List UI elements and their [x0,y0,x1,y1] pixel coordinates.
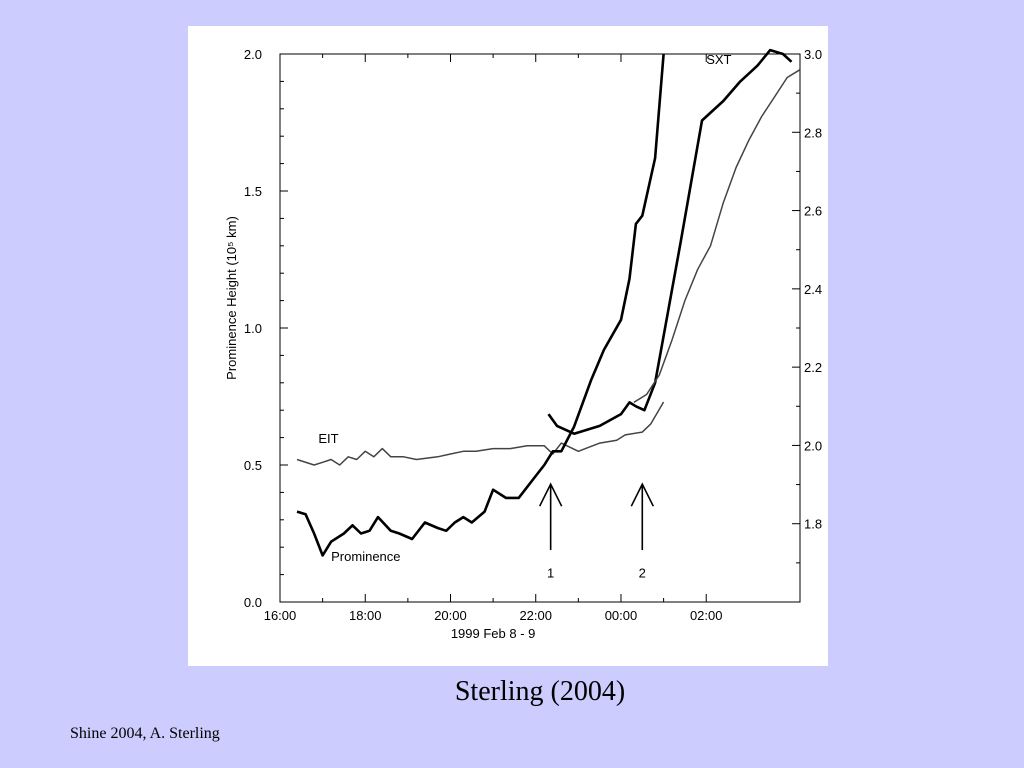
x-tick-label: 00:00 [605,608,638,623]
series-eit-line [296,401,665,466]
series-sxt-line [547,48,793,436]
y-left-tick-label: 0.5 [244,458,262,473]
x-tick-label: 02:00 [690,608,723,623]
event-arrow-head [538,482,563,507]
x-tick-label: 16:00 [264,608,297,623]
event-arrow-label: 2 [639,565,646,580]
series-3-line [633,69,801,404]
y-right-tick-label: 2.2 [804,360,822,375]
y-left-tick-label: 1.0 [244,321,262,336]
prominence-series-label: Prominence [331,549,400,564]
figure-panel: 16:00 18:00 20:00 22:00 00:00 02:00 1999 Feb 8… [188,26,828,666]
plot-frame [279,53,801,603]
x-axis-label: 1999 Feb 8 - 9 [451,626,536,641]
slide-footer: Shine 2004, A. Sterling [70,725,220,742]
y-right-tick-label: 2.4 [804,282,822,297]
y-left-axis-label: Prominence Height (10⁵ km) [224,216,239,380]
series-prominence-line [296,53,665,557]
y-right-tick-label: 3.0 [804,47,822,62]
event-arrow-label: 1 [547,565,554,580]
x-tick-label: 20:00 [434,608,467,623]
sxt-series-label: SXT [706,52,731,67]
y-right-tick-label: 2.6 [804,204,822,219]
y-left-tick-label: 0.0 [244,595,262,610]
x-tick-label: 18:00 [349,608,382,623]
figure-caption: Sterling (2004) [454,676,626,707]
y-right-tick-label: 2.0 [804,438,822,453]
y-right-tick-label: 2.8 [804,125,822,140]
x-tick-label: 22:00 [519,608,552,623]
y-left-tick-label: 2.0 [244,47,262,62]
eit-series-label: EIT [318,431,338,446]
y-right-tick-label: 1.8 [804,517,822,532]
y-left-tick-label: 1.5 [244,184,262,199]
prominence-height-chart: 16:00 18:00 20:00 22:00 00:00 02:00 1999 Feb 8… [224,47,822,641]
event-arrow-head [630,482,655,507]
